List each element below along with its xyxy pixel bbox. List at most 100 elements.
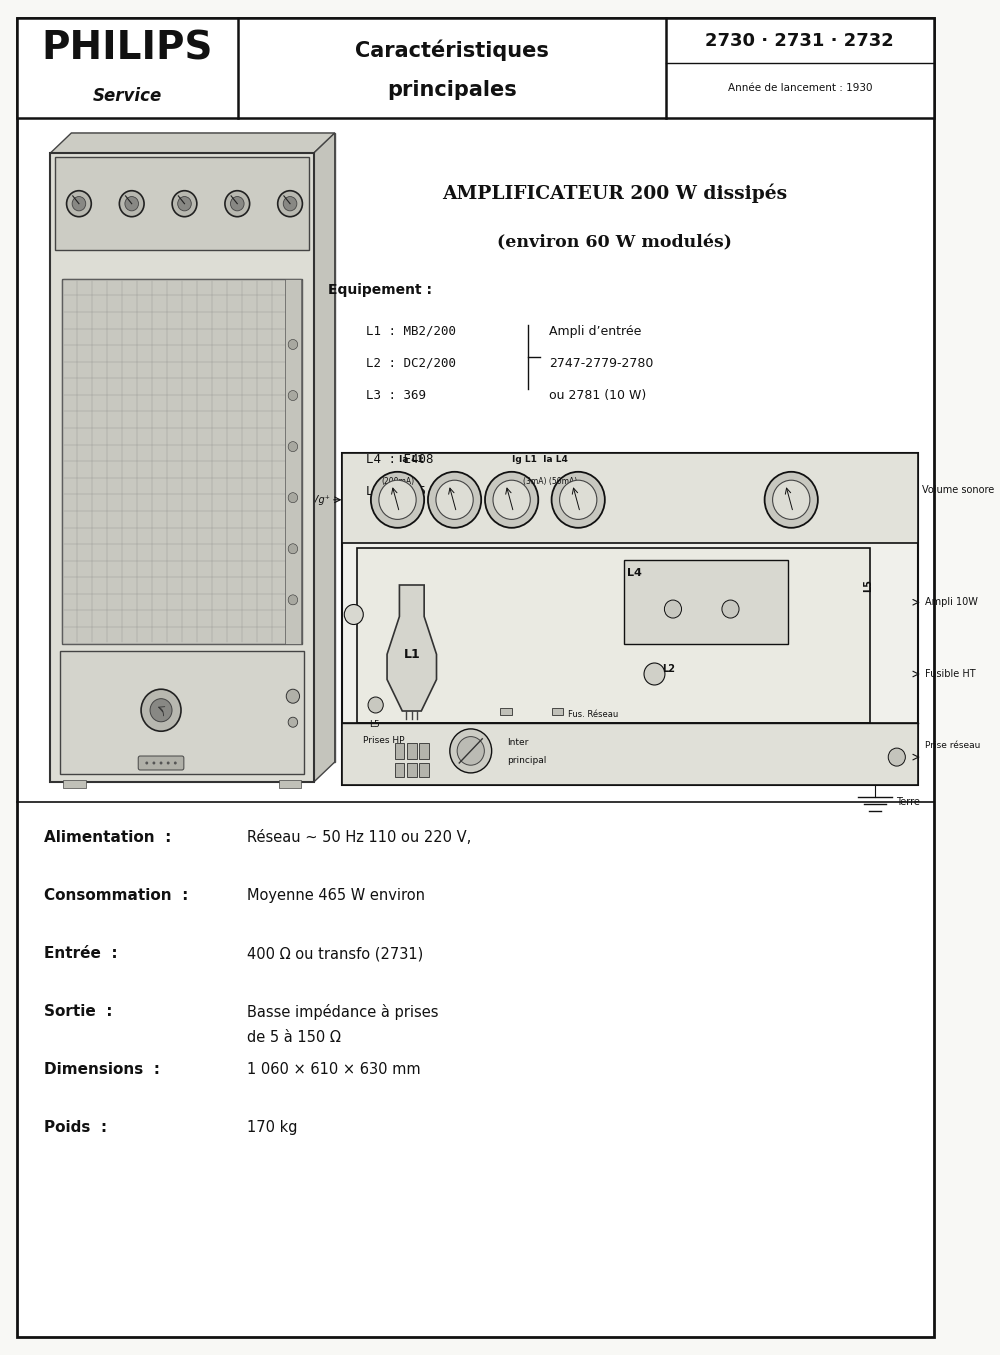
Circle shape [288,493,298,503]
Bar [624,560,788,644]
Circle shape [664,600,682,618]
Circle shape [119,191,144,217]
Bar [419,763,429,776]
Text: Volume sonore: Volume sonore [922,485,995,495]
Circle shape [344,604,363,625]
Text: Entrée  :: Entrée : [44,946,117,961]
Text: L5: L5 [863,579,873,592]
Circle shape [288,595,298,604]
Circle shape [167,762,170,764]
Text: principal: principal [507,756,546,766]
Bar [395,743,404,759]
Circle shape [283,196,297,211]
Circle shape [125,196,139,211]
Circle shape [150,699,172,722]
Text: ou 2781 (10 W): ou 2781 (10 W) [549,389,646,402]
Text: Equipement :: Equipement : [328,283,432,297]
Circle shape [174,762,177,764]
Text: Caractéristiques: Caractéristiques [355,39,549,61]
Circle shape [145,762,148,764]
Circle shape [428,472,481,528]
Text: 2730 · 2731 · 2732: 2730 · 2731 · 2732 [705,33,894,50]
Text: de 5 à 150 Ω: de 5 à 150 Ω [247,1030,341,1045]
Bar [552,709,563,715]
Text: Ig L1  Ia L4: Ig L1 Ia L4 [512,455,568,463]
Bar [357,547,870,724]
Circle shape [371,472,424,528]
Text: Régl.Vg⁺: Régl.Vg⁺ [288,495,331,505]
Text: Prises HP: Prises HP [363,736,405,745]
Circle shape [560,480,597,519]
Text: Alimentation  :: Alimentation : [44,831,171,846]
Bar [17,18,934,118]
Text: Terre: Terre [896,797,920,808]
Circle shape [230,196,244,211]
Text: 170 kg: 170 kg [247,1121,298,1135]
Text: Fus. Réseau: Fus. Réseau [568,710,618,720]
Text: Moyenne 465 W environ: Moyenne 465 W environ [247,888,425,902]
Circle shape [286,690,300,703]
Bar [279,780,301,789]
Bar [342,453,918,785]
Circle shape [152,762,155,764]
Text: Basse impédance à prises: Basse impédance à prises [247,1004,439,1020]
Circle shape [172,191,197,217]
Text: L2 : DC2/200: L2 : DC2/200 [366,356,456,370]
Circle shape [288,390,298,401]
Text: 1 060 × 610 × 630 mm: 1 060 × 610 × 630 mm [247,1062,421,1077]
Bar [285,279,301,644]
Text: 400 Ω ou transfo (2731): 400 Ω ou transfo (2731) [247,946,424,961]
Bar [407,763,417,776]
Circle shape [436,480,473,519]
Text: (200mA): (200mA) [381,477,414,486]
Text: principales: principales [387,80,517,100]
Text: Consommation  :: Consommation : [44,888,188,902]
Circle shape [485,472,538,528]
PathPatch shape [387,585,437,711]
FancyBboxPatch shape [138,756,184,770]
Circle shape [450,729,492,772]
Bar [419,743,429,759]
Bar [62,279,302,644]
Bar [60,652,304,774]
Text: Ampli 10W: Ampli 10W [925,598,978,607]
Circle shape [160,762,162,764]
Circle shape [773,480,810,519]
Text: (environ 60 W modulés): (environ 60 W modulés) [497,234,732,252]
Text: L1 : MB2/200: L1 : MB2/200 [366,325,456,337]
Circle shape [552,472,605,528]
Text: AMPLIFICATEUR 200 W dissipés: AMPLIFICATEUR 200 W dissipés [442,183,787,203]
Circle shape [888,748,905,766]
Text: L2: L2 [662,664,675,673]
Text: L4 : E408: L4 : E408 [366,453,434,466]
Circle shape [379,480,416,519]
Polygon shape [71,133,335,762]
Text: Sortie  :: Sortie : [44,1004,112,1019]
Text: L1: L1 [403,648,420,661]
Circle shape [141,690,181,732]
Circle shape [288,717,298,728]
Bar [407,743,417,759]
Circle shape [288,543,298,554]
Circle shape [278,191,302,217]
Bar [395,763,404,776]
Polygon shape [314,133,335,782]
Text: Prise réseau: Prise réseau [925,741,981,749]
Circle shape [178,196,191,211]
Circle shape [457,737,484,766]
Text: Poids  :: Poids : [44,1121,107,1135]
Circle shape [493,480,530,519]
Text: Année de lancement : 1930: Année de lancement : 1930 [728,83,872,93]
Text: Fusible HT: Fusible HT [925,669,976,679]
Bar [342,724,918,785]
Circle shape [644,663,665,686]
Circle shape [722,600,739,618]
Text: Ampli d’entrée: Ampli d’entrée [549,325,641,337]
Text: L5: L5 [369,720,380,729]
Text: Dimensions  :: Dimensions : [44,1062,160,1077]
Bar [342,453,918,543]
Circle shape [765,472,818,528]
Bar [63,780,86,789]
Text: 2747-2779-2780: 2747-2779-2780 [549,356,653,370]
Circle shape [67,191,91,217]
